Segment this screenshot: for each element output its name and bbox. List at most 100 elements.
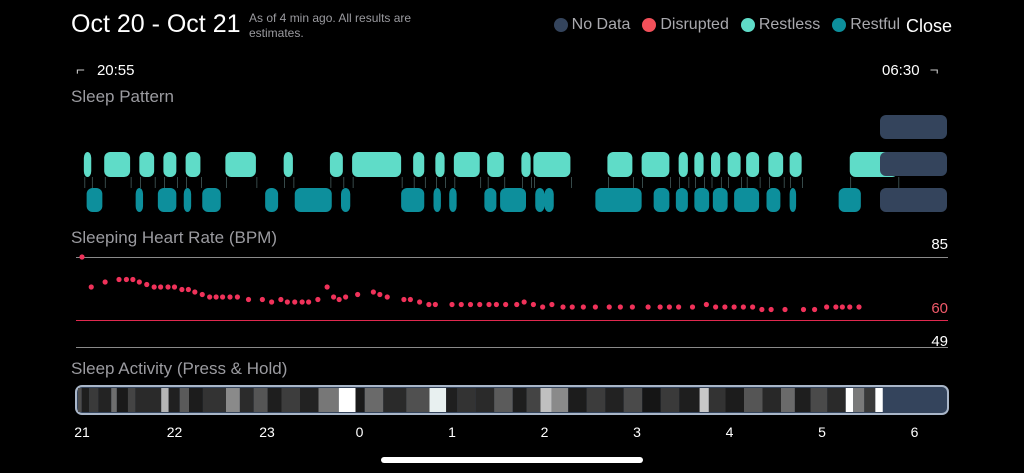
restful-segment (789, 188, 797, 212)
heart-rate-point (278, 296, 284, 303)
activity-cell (586, 388, 606, 412)
restless-segment (283, 152, 293, 177)
disrupted-dot-icon (642, 18, 657, 32)
activity-cell (406, 388, 430, 412)
restful-segment (294, 188, 332, 212)
restful-segment (341, 188, 351, 212)
restless-segment (746, 152, 760, 177)
hr-threshold-label: 60 (931, 300, 948, 317)
restless-segment (487, 152, 504, 177)
activity-cell (568, 388, 587, 412)
heart-rate-point (750, 304, 756, 310)
home-indicator[interactable] (381, 457, 643, 463)
heart-rate-point (703, 301, 709, 308)
activity-cell (98, 388, 112, 412)
restless-segment (694, 152, 704, 177)
heart-rate-point (486, 301, 492, 308)
activity-cell (202, 388, 226, 412)
heart-rate-point (165, 284, 171, 290)
heart-rate-point (102, 279, 108, 285)
activity-cell (318, 388, 339, 412)
activity-cell (179, 388, 189, 412)
legend-label: Disrupted (660, 16, 729, 33)
heart-rate-point (292, 299, 298, 305)
activity-cell (267, 388, 282, 412)
no-data-dot-icon (553, 18, 568, 32)
restful-segment (734, 188, 760, 212)
restless-segment (641, 152, 670, 177)
activity-cell (845, 388, 854, 412)
heart-rate-point (407, 296, 413, 303)
restful-segment (484, 188, 497, 212)
restful-segment (535, 188, 545, 212)
bracket-start-icon: ⌐ (76, 62, 85, 79)
activity-cell (81, 388, 90, 412)
hr-max-line (76, 257, 948, 258)
bracket-end-icon: ¬ (929, 62, 939, 79)
activity-cell (744, 388, 763, 412)
heart-rate-point (540, 304, 546, 310)
activity-cell (383, 388, 407, 412)
heart-rate-point (606, 304, 612, 310)
heart-rate-point (331, 294, 337, 300)
heart-rate-point (521, 299, 527, 305)
heart-rate-point (192, 289, 198, 295)
heart-rate-point (377, 291, 383, 298)
heart-rate-point (493, 301, 499, 308)
restful-segment (135, 188, 144, 212)
heart-rate-point (676, 304, 682, 310)
heart-rate-point (629, 304, 635, 310)
activity-cell (762, 388, 781, 412)
heart-rate-point (569, 304, 575, 310)
restless-segment (352, 152, 402, 177)
hr-max-label: 85 (931, 236, 948, 253)
restless-segment (768, 152, 784, 177)
heart-rate-point (689, 304, 696, 310)
activity-cell (725, 388, 744, 412)
heart-rate-point (401, 296, 407, 303)
restless-segment (711, 152, 721, 177)
activity-cell (642, 388, 661, 412)
activity-cell (475, 388, 495, 412)
heart-rate-point (144, 281, 150, 288)
x-tick-label: 6 (910, 424, 919, 440)
activity-cell (429, 388, 447, 412)
activity-cell (161, 388, 169, 412)
heart-rate-point (123, 276, 129, 283)
activity-cell (660, 388, 680, 412)
restless-segment (533, 152, 571, 177)
activity-cell (699, 388, 709, 412)
heart-rate-point (722, 304, 728, 310)
heart-rate-point (306, 299, 312, 305)
activity-cell (89, 388, 99, 412)
restful-segment (694, 188, 710, 212)
heart-rate-point (284, 299, 290, 305)
restless-segment (413, 152, 425, 177)
restless-segment (789, 152, 802, 177)
activity-cell (446, 388, 458, 412)
heart-rate-point (740, 304, 746, 310)
heart-rate-point (151, 284, 157, 290)
legend-label: No Data (571, 16, 631, 33)
heart-rate-point (130, 276, 136, 283)
restful-segment (265, 188, 279, 212)
restless-segment (163, 152, 177, 177)
heart-rate-point (199, 291, 205, 298)
close-button[interactable]: Close (906, 16, 953, 36)
page-title: Oct 20 - Oct 21 (71, 10, 241, 38)
x-tick-label: 21 (74, 424, 90, 440)
restless-segment (678, 152, 688, 177)
activity-cell (512, 388, 527, 412)
activity-cell (810, 388, 828, 412)
heart-rate-point (426, 301, 432, 308)
restful-segment (675, 188, 688, 212)
x-tick-label: 1 (448, 424, 456, 440)
heart-rate-point (171, 284, 178, 290)
heart-rate-point (477, 301, 483, 308)
heart-rate-point (370, 289, 376, 295)
sleep-pattern-label: Sleep Pattern (71, 87, 175, 106)
activity-cell (135, 388, 162, 412)
